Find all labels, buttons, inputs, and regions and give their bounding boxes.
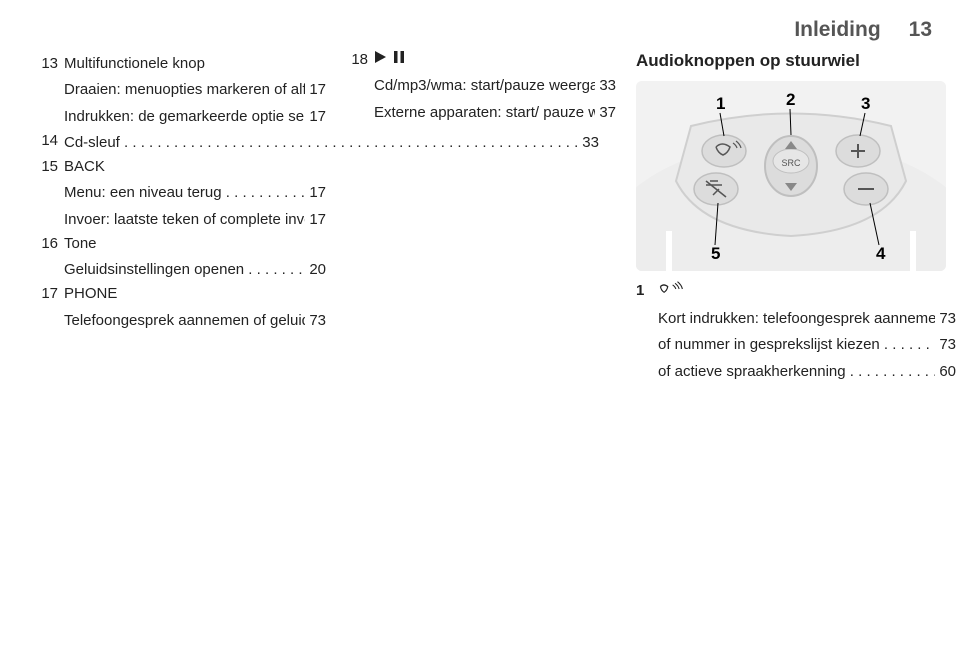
page-number: 13 — [909, 18, 932, 42]
item-number: 16 — [36, 234, 64, 254]
page-ref: 33 — [595, 76, 616, 96]
item-18-sub-a: Cd/mp3/wma: start/pauze weergave 33 — [346, 76, 616, 96]
column-2: 18 Cd/mp3/wma: start/pauze weergave 33 E… — [346, 50, 616, 382]
item-17-sub-a: Telefoongesprek aannemen of geluidson­de… — [36, 311, 326, 331]
page-header: Inleiding 13 — [36, 18, 932, 42]
item-text: Telefoongesprek aannemen of geluidson­de… — [64, 311, 305, 331]
section-heading: Audioknoppen op stuurwiel — [636, 50, 956, 73]
page-ref: 73 — [935, 335, 956, 355]
page-ref: 73 — [305, 311, 326, 331]
item-18-sub-b: Externe apparaten: start/ pauze weergave… — [346, 103, 616, 123]
page-ref: 17 — [305, 80, 326, 100]
item-text: Menu: een niveau terug — [64, 183, 305, 203]
phone-voice-icon — [658, 281, 684, 303]
page-ref: 20 — [305, 260, 326, 280]
entry-1-a: Kort indrukken: telefoongesprek aannemen… — [636, 309, 956, 329]
entry-number: 1 — [636, 281, 658, 301]
svg-text:5: 5 — [711, 244, 720, 263]
item-13-sub-b: Indrukken: de gemarkeerde optie selecter… — [36, 107, 326, 127]
item-text: Geluidsinstellingen openen — [64, 260, 305, 280]
item-text: Cd/mp3/wma: start/pauze weergave — [374, 76, 595, 96]
steering-wheel-diagram: SRC — [636, 81, 946, 271]
page-ref: 60 — [935, 362, 956, 382]
item-13: 13 Multifunctionele knop — [36, 54, 326, 74]
entry-1-c: of actieve spraakherkenning 60 — [636, 362, 956, 382]
svg-text:3: 3 — [861, 94, 870, 113]
item-text: Externe apparaten: start/ pauze weergave — [374, 103, 595, 123]
item-15: 15 BACK — [36, 157, 326, 177]
item-13-sub-a: Draaien: menuopties markeren of alfanume… — [36, 80, 326, 100]
item-16-sub-a: Geluidsinstellingen openen 20 — [36, 260, 326, 280]
page-ref: 17 — [305, 183, 326, 203]
chapter-title: Inleiding — [794, 18, 880, 42]
item-16: 16 Tone — [36, 234, 326, 254]
item-title: Tone — [64, 234, 326, 254]
entry-1-b: of nummer in gesprekslijst kiezen 73 — [636, 335, 956, 355]
item-title: BACK — [64, 157, 326, 177]
item-text: Draaien: menuopties markeren of alfanume… — [64, 80, 305, 100]
item-number: 13 — [36, 54, 64, 74]
item-number: 15 — [36, 157, 64, 177]
item-17: 17 PHONE — [36, 284, 326, 304]
item-text: Kort indrukken: telefoongesprek aannemen — [658, 309, 935, 329]
svg-text:1: 1 — [716, 94, 725, 113]
svg-text:2: 2 — [786, 90, 795, 109]
item-14: 14 Cd-sleuf 33 — [36, 131, 326, 153]
item-title: PHONE — [64, 284, 326, 304]
svg-text:4: 4 — [876, 244, 886, 263]
item-number: 17 — [36, 284, 64, 304]
item-15-sub-a: Menu: een niveau terug 17 — [36, 183, 326, 203]
page-ref: 17 — [305, 210, 326, 230]
item-number: 18 — [346, 50, 374, 70]
page-ref: 37 — [595, 103, 616, 123]
page-ref: 73 — [935, 309, 956, 329]
entry-1: 1 — [636, 281, 956, 303]
item-number: 14 — [36, 131, 64, 151]
item-15-sub-b: Invoer: laatste teken of complete invoer… — [36, 210, 326, 230]
svg-text:SRC: SRC — [781, 158, 801, 168]
play-pause-icon — [374, 50, 406, 64]
item-text: Invoer: laatste teken of complete invoer… — [64, 210, 305, 230]
item-title: Multifunctionele knop — [64, 54, 326, 74]
item-text: Indrukken: de gemarkeerde optie selecter… — [64, 107, 305, 127]
item-18: 18 — [346, 50, 616, 70]
item-text: of actieve spraakherkenning — [658, 362, 935, 382]
item-text: of nummer in gesprekslijst kiezen — [658, 335, 935, 355]
column-1: 13 Multifunctionele knop Draaien: menuop… — [36, 50, 326, 382]
column-3: Audioknoppen op stuurwiel SRC — [636, 50, 956, 382]
page-ref: 17 — [305, 107, 326, 127]
